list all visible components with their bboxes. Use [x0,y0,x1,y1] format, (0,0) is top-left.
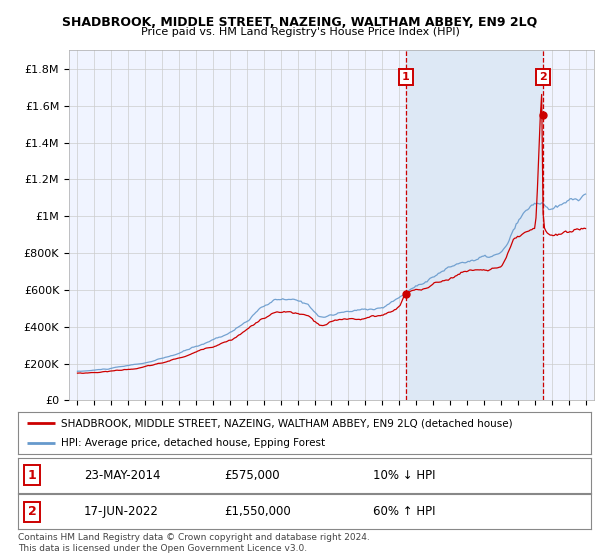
Text: 10% ↓ HPI: 10% ↓ HPI [373,469,436,482]
Text: 2: 2 [28,505,37,518]
Text: 2: 2 [539,72,547,82]
Bar [406,50,542,400]
Text: 60% ↑ HPI: 60% ↑ HPI [373,505,436,518]
Text: 17-JUN-2022: 17-JUN-2022 [84,505,159,518]
Text: HPI: Average price, detached house, Epping Forest: HPI: Average price, detached house, Eppi… [61,438,325,448]
Text: 23-MAY-2014: 23-MAY-2014 [84,469,160,482]
Text: £1,550,000: £1,550,000 [224,505,291,518]
Text: 1: 1 [402,72,410,82]
Text: £575,000: £575,000 [224,469,280,482]
Text: 1: 1 [28,469,37,482]
Text: SHADBROOK, MIDDLE STREET, NAZEING, WALTHAM ABBEY, EN9 2LQ: SHADBROOK, MIDDLE STREET, NAZEING, WALTH… [62,16,538,29]
Text: SHADBROOK, MIDDLE STREET, NAZEING, WALTHAM ABBEY, EN9 2LQ (detached house): SHADBROOK, MIDDLE STREET, NAZEING, WALTH… [61,418,512,428]
Text: Price paid vs. HM Land Registry's House Price Index (HPI): Price paid vs. HM Land Registry's House … [140,27,460,37]
Text: Contains HM Land Registry data © Crown copyright and database right 2024.
This d: Contains HM Land Registry data © Crown c… [18,533,370,553]
